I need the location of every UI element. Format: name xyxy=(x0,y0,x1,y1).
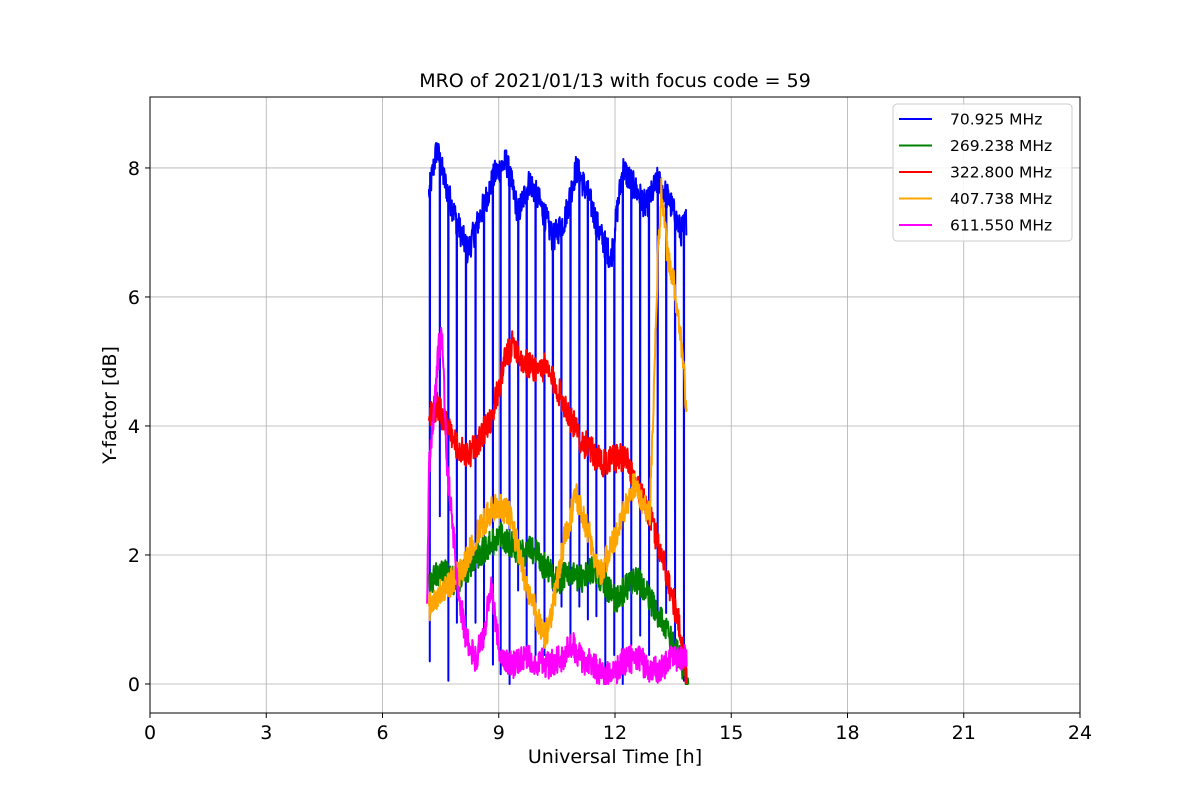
x-tick-label: 21 xyxy=(952,722,976,744)
y-tick-label: 8 xyxy=(128,158,140,180)
legend-items: 70.925 MHz 269.238 MHz 322.800 MHz 407.738 … xyxy=(899,111,1052,235)
series-line-4 xyxy=(426,327,688,685)
y-tick-label: 4 xyxy=(128,416,140,438)
x-tick-label: 15 xyxy=(719,722,743,744)
y-tick-label: 0 xyxy=(128,674,140,696)
legend: 70.925 MHz 269.238 MHz 322.800 MHz 407.738 … xyxy=(892,103,1073,242)
series-line-0 xyxy=(428,142,688,685)
series-lines xyxy=(426,142,690,685)
x-tick-label: 24 xyxy=(1068,722,1092,744)
legend-label-1: 269.238 MHz xyxy=(950,137,1052,155)
x-tick-label: 6 xyxy=(376,722,388,744)
chart-title: MRO of 2021/01/13 with focus code = 59 xyxy=(419,70,811,92)
y-tick-label: 2 xyxy=(128,545,140,567)
y-axis-label: Y-factor [dB] xyxy=(99,346,121,465)
legend-label-2: 322.800 MHz xyxy=(950,164,1052,182)
series-line-2 xyxy=(428,330,688,685)
legend-label-0: 70.925 MHz xyxy=(950,111,1042,129)
legend-label-4: 611.550 MHz xyxy=(950,217,1052,235)
x-axis-label: Universal Time [h] xyxy=(528,746,702,768)
series-line-3 xyxy=(428,177,688,649)
legend-label-3: 407.738 MHz xyxy=(950,190,1052,208)
y-tick-label: 6 xyxy=(128,287,140,309)
x-tick-label: 0 xyxy=(144,722,156,744)
x-tick-label: 9 xyxy=(493,722,505,744)
x-tick-label: 3 xyxy=(260,722,272,744)
x-tick-label: 18 xyxy=(835,722,859,744)
x-tick-label: 12 xyxy=(603,722,627,744)
legend-box xyxy=(892,103,1073,242)
